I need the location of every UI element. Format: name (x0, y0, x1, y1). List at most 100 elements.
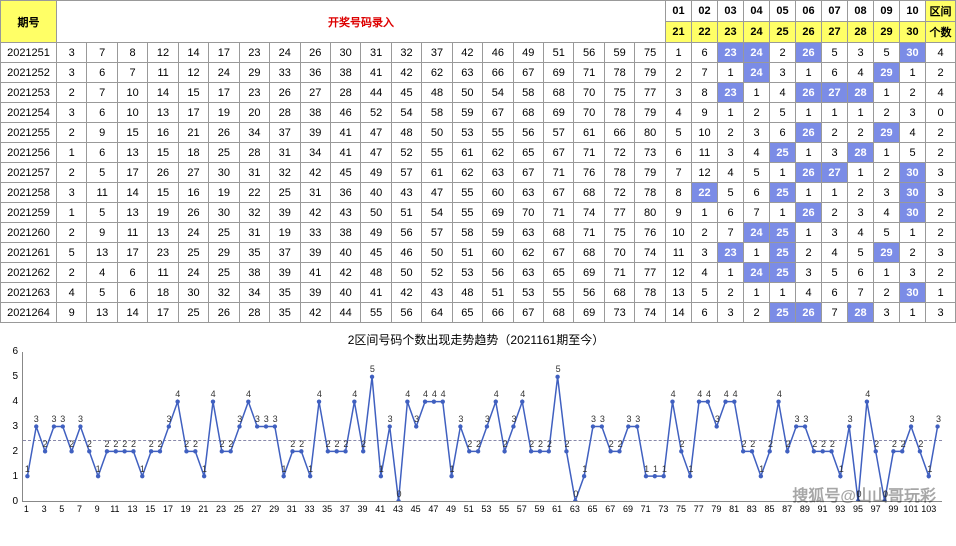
num-cell: 11 (87, 183, 117, 203)
num-cell: 38 (330, 223, 360, 243)
num-cell: 58 (513, 83, 543, 103)
num-cell: 69 (544, 103, 574, 123)
range-hit-cell: 25 (770, 183, 796, 203)
num-cell: 58 (452, 223, 482, 243)
num-cell: 75 (604, 83, 634, 103)
num-cell: 29 (239, 63, 269, 83)
table-row: 2021253271014151723262728444548505458687… (1, 83, 956, 103)
hdr-n: 07 (822, 1, 848, 22)
point-label: 4 (706, 389, 711, 399)
table-row: 2021263456183032343539404142434851535556… (1, 283, 956, 303)
table-row: 2021256161315182528313441475255616265677… (1, 143, 956, 163)
point-label: 2 (290, 439, 295, 449)
num-cell: 19 (148, 203, 178, 223)
num-cell: 68 (544, 223, 574, 243)
num-cell: 61 (574, 123, 604, 143)
point-label: 2 (193, 439, 198, 449)
point-label: 2 (113, 439, 118, 449)
hdr-b: 30 (900, 22, 926, 43)
point-label: 3 (237, 414, 242, 424)
range-cell: 12 (666, 263, 692, 283)
num-cell: 41 (330, 143, 360, 163)
range-cell: 8 (692, 83, 718, 103)
num-cell: 74 (635, 303, 666, 323)
range-cell: 1 (874, 143, 900, 163)
num-cell: 27 (178, 163, 208, 183)
num-cell: 14 (178, 43, 208, 63)
num-cell: 56 (391, 223, 421, 243)
num-cell: 9 (57, 303, 87, 323)
num-cell: 49 (361, 223, 391, 243)
num-cell: 74 (574, 203, 604, 223)
num-cell: 26 (209, 123, 239, 143)
range-cell: 3 (666, 83, 692, 103)
range-cell: 4 (744, 143, 770, 163)
point-label: 1 (927, 464, 932, 474)
y-axis: 0123456 (4, 352, 22, 502)
y-tick: 0 (4, 496, 18, 507)
x-tick: 23 (216, 504, 226, 514)
period-cell: 2021260 (1, 223, 57, 243)
range-cell: 8 (666, 183, 692, 203)
num-cell: 17 (178, 103, 208, 123)
hdr-b: 29 (874, 22, 900, 43)
num-cell: 52 (361, 103, 391, 123)
point-label: 3 (626, 414, 631, 424)
x-tick: 79 (711, 504, 721, 514)
range-hit-cell: 23 (718, 243, 744, 263)
range-cell: 3 (848, 43, 874, 63)
range-cell: 1 (900, 303, 926, 323)
x-tick: 63 (570, 504, 580, 514)
num-cell: 24 (178, 263, 208, 283)
range-cell: 5 (900, 143, 926, 163)
num-cell: 56 (483, 263, 513, 283)
num-cell: 57 (391, 163, 421, 183)
range-cell: 4 (822, 243, 848, 263)
num-cell: 54 (422, 203, 452, 223)
count-cell: 0 (926, 103, 956, 123)
num-cell: 46 (483, 43, 513, 63)
point-label: 3 (273, 414, 278, 424)
num-cell: 30 (209, 203, 239, 223)
num-cell: 2 (57, 263, 87, 283)
hdr-b: 26 (796, 22, 822, 43)
point-label: 1 (582, 464, 587, 474)
num-cell: 55 (361, 303, 391, 323)
num-cell: 25 (209, 263, 239, 283)
x-tick: 13 (128, 504, 138, 514)
num-cell: 31 (239, 223, 269, 243)
point-label: 2 (343, 439, 348, 449)
count-cell: 3 (926, 163, 956, 183)
point-label: 2 (918, 439, 923, 449)
x-tick: 9 (95, 504, 100, 514)
range-hit-cell: 24 (744, 223, 770, 243)
num-cell: 42 (300, 203, 330, 223)
header-range: 区间 (926, 1, 956, 22)
x-tick: 27 (251, 504, 261, 514)
point-label: 3 (414, 414, 419, 424)
num-cell: 50 (391, 263, 421, 283)
plot-area: 1323323212222122342214223433312214222425… (22, 352, 942, 502)
range-cell: 6 (666, 143, 692, 163)
point-label: 4 (423, 389, 428, 399)
period-cell: 2021262 (1, 263, 57, 283)
num-cell: 28 (239, 143, 269, 163)
range-cell: 1 (900, 63, 926, 83)
num-cell: 42 (300, 303, 330, 323)
num-cell: 45 (361, 243, 391, 263)
num-cell: 26 (300, 43, 330, 63)
num-cell: 56 (513, 123, 543, 143)
num-cell: 63 (452, 63, 482, 83)
range-hit-cell: 27 (822, 163, 848, 183)
num-cell: 32 (270, 163, 300, 183)
num-cell: 73 (635, 143, 666, 163)
num-cell: 60 (483, 183, 513, 203)
range-cell: 6 (692, 303, 718, 323)
range-cell: 6 (848, 263, 874, 283)
range-cell: 4 (770, 83, 796, 103)
range-cell: 2 (822, 123, 848, 143)
num-cell: 41 (361, 283, 391, 303)
num-cell: 23 (239, 43, 269, 63)
num-cell: 67 (513, 303, 543, 323)
num-cell: 63 (513, 263, 543, 283)
